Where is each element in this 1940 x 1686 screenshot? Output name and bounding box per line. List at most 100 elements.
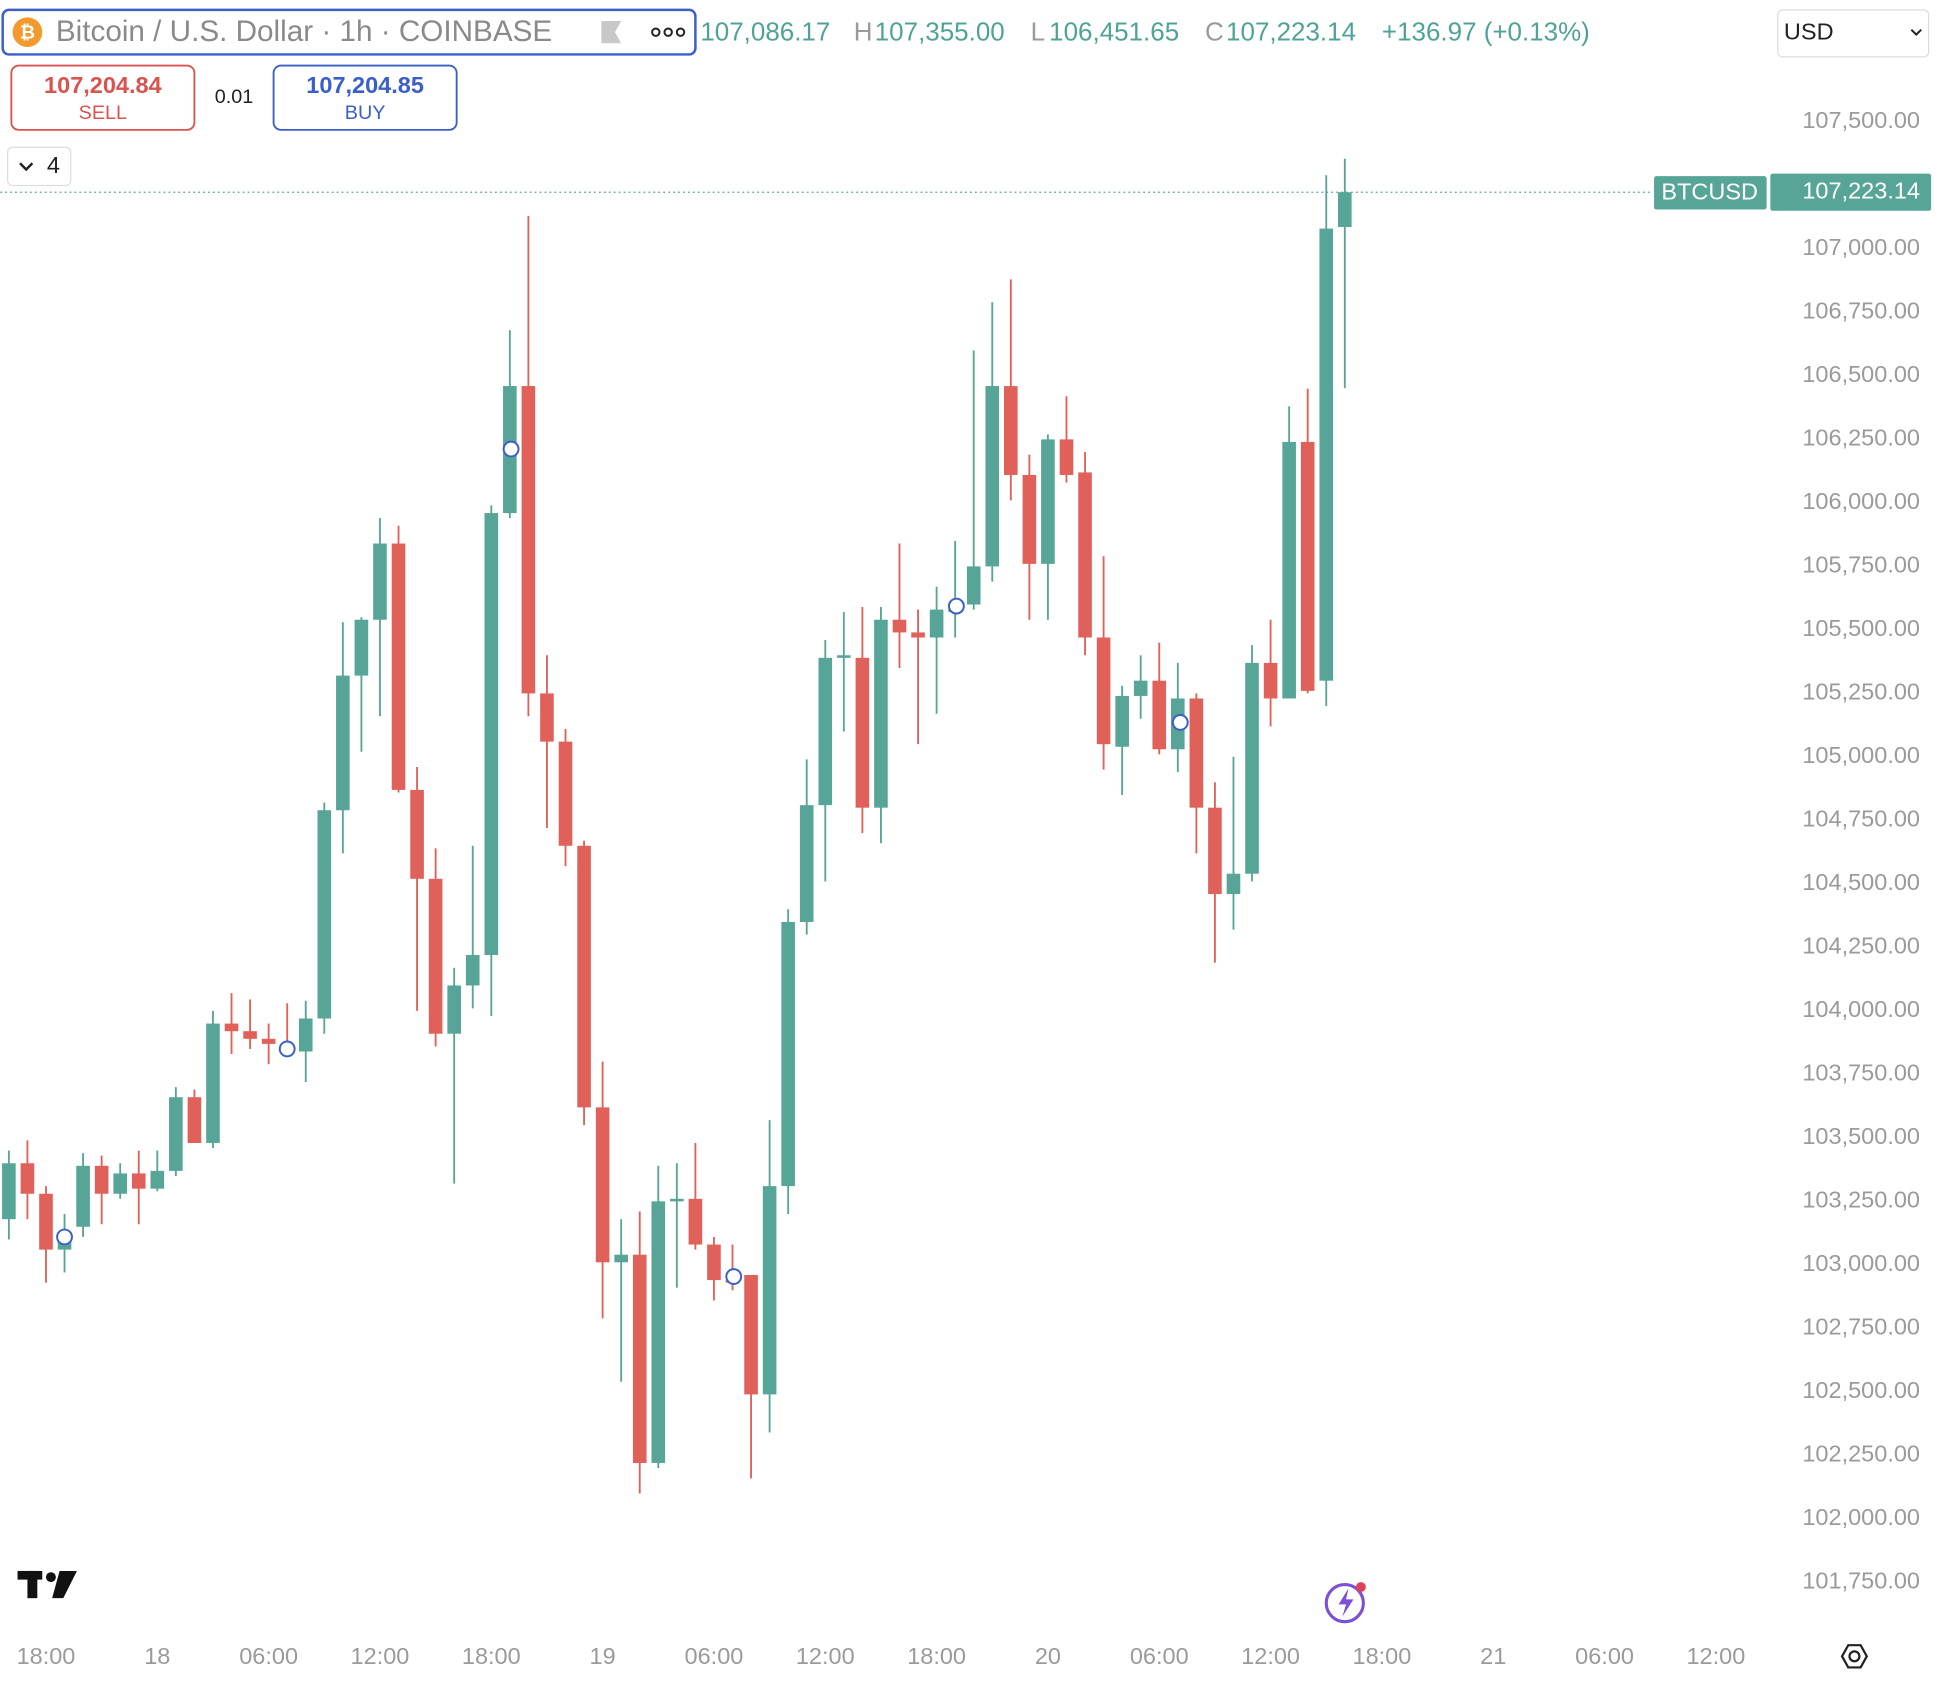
candle-body — [354, 619, 369, 676]
candle-body — [855, 657, 870, 808]
candle-body — [206, 1023, 220, 1143]
chevron — [1910, 28, 1922, 37]
candle-body — [1133, 680, 1148, 696]
candle-body — [1226, 873, 1241, 895]
y-tick-label: 103,250.00 — [1802, 1187, 1920, 1213]
candle-body — [929, 609, 944, 638]
symbol-tag-label: BTCUSD — [1661, 179, 1758, 205]
candle-body — [632, 1254, 647, 1463]
y-tick-label: 105,750.00 — [1802, 552, 1920, 578]
candle-body — [243, 1031, 257, 1039]
candle-body — [113, 1173, 127, 1194]
y-tick-label: 102,000.00 — [1802, 1504, 1920, 1530]
candle-body — [1022, 474, 1037, 564]
x-tick-label: 19 — [590, 1643, 616, 1669]
x-tick-label: 18:00 — [462, 1643, 521, 1669]
candle-body — [1096, 637, 1111, 745]
candle-body — [892, 619, 907, 633]
assistant-icon[interactable] — [1324, 1582, 1366, 1624]
x-tick-label: 12:00 — [796, 1643, 855, 1669]
candle-body — [558, 741, 573, 846]
candle-body — [373, 543, 387, 620]
sell-button[interactable] — [10, 64, 196, 131]
x-tick-label: 21 — [1480, 1643, 1506, 1669]
y-tick-label: 107,500.00 — [1802, 107, 1920, 133]
legend-close: 107,223.14 — [1226, 16, 1356, 46]
bitcoin-glyph: ₿ — [20, 21, 35, 42]
x-tick-label: 18:00 — [1353, 1643, 1412, 1669]
candle-body — [1245, 662, 1259, 874]
candle-body — [76, 1165, 90, 1227]
settings-icon[interactable] — [1840, 1644, 1869, 1669]
candle-body — [781, 921, 795, 1187]
candle-body — [261, 1038, 276, 1044]
spread: 0.01 — [215, 86, 254, 108]
sell-label: SELL — [79, 102, 127, 124]
chevron — [19, 162, 34, 172]
symbol-box[interactable] — [1, 8, 697, 56]
candle-body — [484, 513, 499, 955]
candle-body — [224, 1023, 239, 1032]
candle-body — [874, 619, 888, 808]
x-tick-label: 06:00 — [239, 1643, 298, 1669]
candle-body — [911, 632, 925, 638]
buy-button[interactable] — [272, 64, 458, 131]
candle-body — [1115, 695, 1129, 747]
candle-body — [1319, 228, 1334, 681]
candle-body — [39, 1193, 53, 1250]
candle-body — [1189, 698, 1204, 808]
candle-body — [187, 1097, 202, 1143]
y-tick-label: 106,250.00 — [1802, 425, 1920, 451]
x-tick-label: 12:00 — [1241, 1643, 1300, 1669]
candle-body — [540, 693, 554, 742]
candle-body — [707, 1244, 721, 1281]
candle-body — [447, 985, 461, 1034]
candle-body — [1208, 807, 1222, 895]
y-tick-label: 102,500.00 — [1802, 1377, 1920, 1403]
candle-body — [799, 805, 814, 922]
y-tick-label: 103,750.00 — [1802, 1060, 1920, 1086]
candle-body — [744, 1275, 758, 1395]
sell-price: 107,204.84 — [44, 72, 162, 98]
candle-body — [1152, 680, 1167, 750]
candle-body — [298, 1018, 313, 1052]
indicators-toggle[interactable] — [7, 146, 72, 187]
plot-area: 101,750.00 102,000.00 102,250.00 102,500.00… — [0, 107, 1932, 1669]
bitcoin-icon — [12, 17, 43, 48]
currency-select[interactable] — [1777, 9, 1930, 58]
currency: USD — [1784, 19, 1834, 45]
flag-icon[interactable] — [601, 21, 622, 44]
x-tick-label: 06:00 — [1575, 1643, 1634, 1669]
x-tick-label: 18:00 — [17, 1643, 76, 1669]
candle-body — [94, 1165, 109, 1194]
candle-body — [670, 1198, 684, 1202]
y-tick-label: 103,000.00 — [1802, 1250, 1920, 1276]
candle-body — [1338, 192, 1352, 228]
candle-body — [837, 655, 851, 658]
y-tick-label: 104,250.00 — [1802, 933, 1920, 959]
legend-key: L — [1031, 16, 1045, 46]
candle-body — [595, 1107, 610, 1263]
candle-body — [818, 657, 833, 806]
indicators-count: 4 — [47, 152, 60, 178]
legend-change: +136.97 (+0.13%) — [1382, 16, 1590, 46]
candle-body — [169, 1097, 183, 1171]
more-icon[interactable] — [651, 27, 686, 37]
candle-body — [131, 1173, 146, 1189]
candle-body — [20, 1163, 35, 1194]
legend-low: 106,451.65 — [1049, 16, 1179, 46]
y-tick-label: 106,750.00 — [1802, 298, 1920, 324]
price-tag-label: 107,223.14 — [1802, 177, 1920, 203]
legend-key: H — [854, 16, 873, 46]
candle-body — [1059, 439, 1074, 475]
x-tick-label: 12:00 — [351, 1643, 410, 1669]
candle-body — [465, 954, 480, 986]
buy-label: BUY — [345, 102, 386, 124]
candle-body — [985, 386, 1000, 567]
y-tick-label: 107,000.00 — [1802, 234, 1920, 260]
event-markers — [56, 440, 1189, 1285]
y-tick-label: 106,000.00 — [1802, 488, 1920, 514]
legend-open: 107,086.17 — [700, 16, 830, 46]
